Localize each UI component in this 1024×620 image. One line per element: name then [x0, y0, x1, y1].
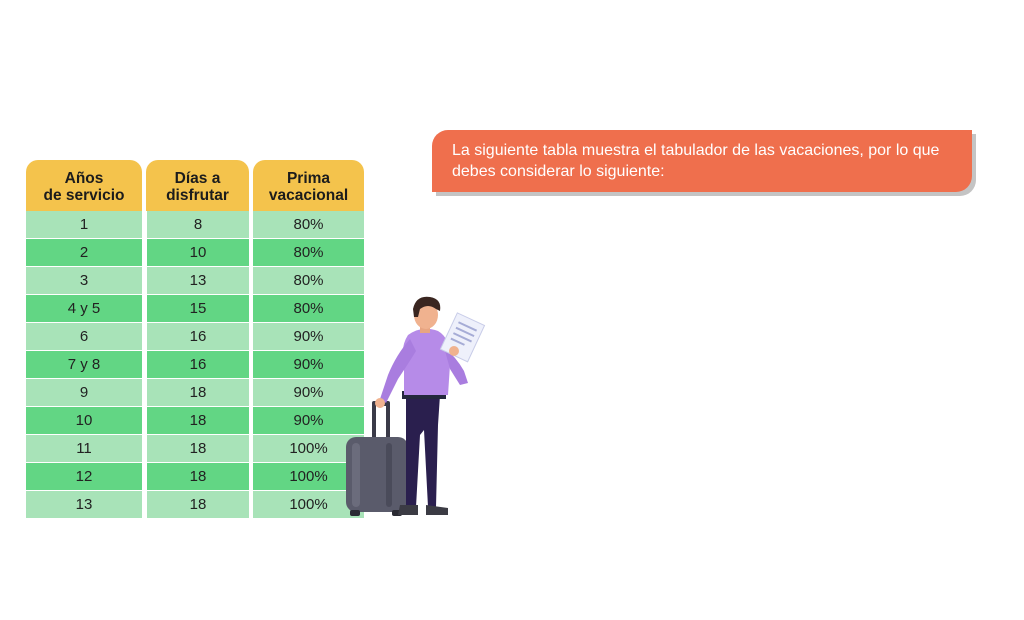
cell-years: 13 — [26, 491, 142, 519]
cell-years: 9 — [26, 379, 142, 407]
cell-days: 15 — [146, 295, 249, 323]
info-banner-text: La siguiente tabla muestra el tabulador … — [452, 142, 940, 180]
info-banner: La siguiente tabla muestra el tabulador … — [432, 130, 972, 192]
cell-days: 10 — [146, 239, 249, 267]
cell-years: 6 — [26, 323, 142, 351]
cell-days: 18 — [146, 435, 249, 463]
cell-years: 4 y 5 — [26, 295, 142, 323]
cell-premium: 80% — [253, 239, 364, 267]
table-row: 3 13 80% — [26, 267, 364, 295]
cell-premium: 90% — [253, 323, 364, 351]
cell-days: 18 — [146, 463, 249, 491]
cell-years: 7 y 8 — [26, 351, 142, 379]
table-row: 1 8 80% — [26, 211, 364, 239]
cell-premium: 90% — [253, 407, 364, 435]
cell-days: 16 — [146, 323, 249, 351]
header-days-to-enjoy: Días a disfrutar — [146, 160, 249, 211]
cell-years: 1 — [26, 211, 142, 239]
cell-days: 18 — [146, 379, 249, 407]
cell-days: 18 — [146, 407, 249, 435]
vacation-table: Años de servicio Días a disfrutar Prima … — [26, 160, 364, 519]
cell-days: 13 — [146, 267, 249, 295]
cell-years: 12 — [26, 463, 142, 491]
table-row: 11 18 100% — [26, 435, 364, 463]
table-row: 4 y 5 15 80% — [26, 295, 364, 323]
cell-days: 8 — [146, 211, 249, 239]
cell-years: 2 — [26, 239, 142, 267]
cell-premium: 100% — [253, 491, 364, 519]
table-row: 7 y 8 16 90% — [26, 351, 364, 379]
cell-premium: 100% — [253, 435, 364, 463]
cell-premium: 100% — [253, 463, 364, 491]
table-row: 12 18 100% — [26, 463, 364, 491]
cell-premium: 80% — [253, 267, 364, 295]
cell-premium: 80% — [253, 211, 364, 239]
table-header-row: Años de servicio Días a disfrutar Prima … — [26, 160, 364, 211]
cell-days: 16 — [146, 351, 249, 379]
cell-days: 18 — [146, 491, 249, 519]
header-vacation-premium: Prima vacacional — [253, 160, 364, 211]
cell-premium: 80% — [253, 295, 364, 323]
table-row: 13 18 100% — [26, 491, 364, 519]
table-row: 6 16 90% — [26, 323, 364, 351]
cell-premium: 90% — [253, 351, 364, 379]
cell-premium: 90% — [253, 379, 364, 407]
table-row: 9 18 90% — [26, 379, 364, 407]
table-row: 10 18 90% — [26, 407, 364, 435]
traveler-with-suitcase-icon — [340, 295, 490, 520]
cell-years: 11 — [26, 435, 142, 463]
cell-years: 10 — [26, 407, 142, 435]
cell-years: 3 — [26, 267, 142, 295]
header-years-of-service: Años de servicio — [26, 160, 142, 211]
table-row: 2 10 80% — [26, 239, 364, 267]
